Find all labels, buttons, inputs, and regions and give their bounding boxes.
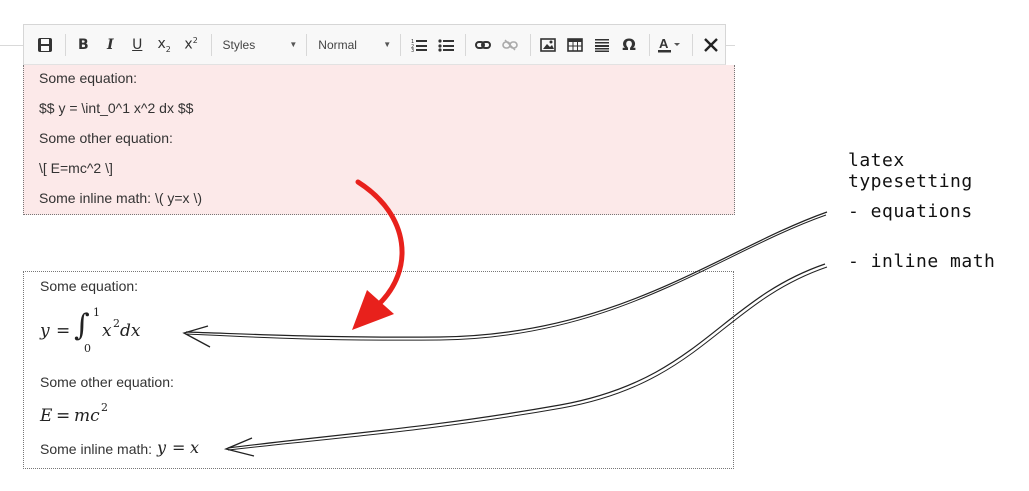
close-icon[interactable]	[698, 32, 723, 58]
raw-line: Some other equation:	[39, 130, 173, 146]
raw-line: \[ E=mc^2 \]	[39, 160, 113, 176]
superscript-button[interactable]: x2	[184, 36, 198, 53]
toolbar-separator	[648, 33, 650, 56]
format-dropdown[interactable]: Normal ▼	[312, 32, 395, 58]
image-icon[interactable]	[536, 32, 561, 58]
rendered-label: Some other equation:	[40, 374, 174, 390]
text-color-button[interactable]: A	[654, 32, 685, 58]
raw-line: $$ y = \int_0^1 x^2 dx $$	[39, 100, 194, 116]
toolbar-separator	[529, 33, 531, 56]
save-icon[interactable]	[33, 32, 58, 58]
table-icon[interactable]	[563, 32, 588, 58]
svg-text:1: 1	[411, 39, 414, 45]
rendered-label: Some equation:	[40, 278, 139, 294]
inline-math-arrow	[227, 263, 826, 449]
chevron-down-icon: ▼	[289, 40, 298, 49]
raw-line: Some inline math: \( y=x \)	[39, 190, 203, 206]
styles-dropdown-label: Styles	[222, 37, 256, 52]
styles-dropdown[interactable]: Styles ▼	[217, 32, 302, 58]
red-arrow	[355, 179, 405, 308]
annotation-equations: - equations	[848, 201, 973, 222]
equations-arrow	[185, 211, 828, 338]
toolbar-separator	[464, 33, 466, 56]
horizontal-line-icon[interactable]	[590, 32, 615, 58]
chevron-down-icon: ▼	[383, 40, 392, 49]
toolbar-separator	[400, 33, 402, 56]
rendered-inline-math: y = x	[157, 438, 200, 457]
raw-source-editor[interactable]: Some equation: $$ y = \int_0^1 x^2 dx $$…	[23, 65, 735, 215]
rendered-label: Some inline math:	[40, 441, 153, 457]
special-character-icon[interactable]: Ω	[622, 35, 636, 54]
svg-text:2: 2	[411, 44, 414, 50]
toolbar-separator	[210, 33, 212, 56]
red-arrowhead	[352, 290, 394, 330]
raw-line: Some equation:	[39, 70, 138, 86]
toolbar-separator	[64, 33, 66, 56]
rendered-equation-emc2: E = mc 2	[40, 401, 108, 426]
svg-text:3: 3	[411, 48, 414, 52]
annotation-inline-math: - inline math	[848, 251, 996, 272]
unlink-icon[interactable]	[498, 32, 523, 58]
toolbar-separator	[306, 33, 308, 56]
bulleted-list-icon[interactable]	[433, 32, 458, 58]
bold-button[interactable]: B	[78, 36, 89, 53]
subscript-button[interactable]: x2	[157, 35, 171, 54]
toolbar-separator	[692, 33, 694, 56]
format-dropdown-label: Normal	[318, 37, 357, 52]
link-icon[interactable]	[471, 32, 496, 58]
underline-button[interactable]: U	[132, 36, 143, 53]
italic-button[interactable]: I	[107, 36, 114, 53]
annotation-title: latex typesetting	[848, 150, 973, 192]
rendered-equation-integral: y = ∫ 1 0 x 2 dx	[40, 306, 141, 355]
svg-text:A: A	[659, 36, 669, 51]
